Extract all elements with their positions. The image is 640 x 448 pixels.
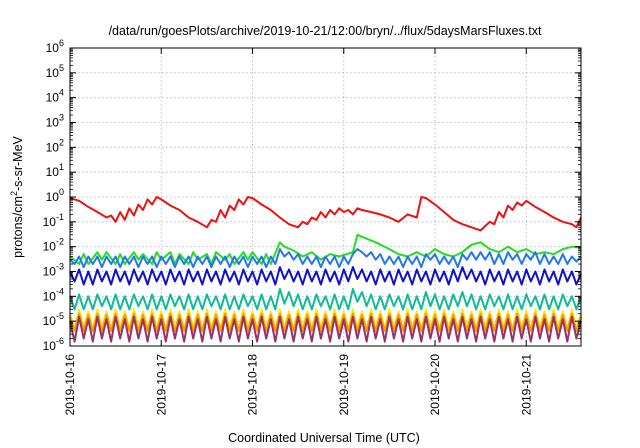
y-tick-label-exponent: 1 <box>59 162 64 172</box>
y-tick-label-base: 10 <box>43 339 57 353</box>
y-tick-label-exponent: 3 <box>59 113 64 123</box>
y-tick-label: 10-1 <box>43 212 64 229</box>
series-line-8 <box>69 315 582 343</box>
y-tick-label: 10-6 <box>43 336 64 353</box>
y-tick-label-base: 10 <box>46 116 60 130</box>
series-line-5 <box>69 287 582 311</box>
y-tick-label-base: 10 <box>46 66 60 80</box>
y-tick-label: 10-5 <box>43 311 64 328</box>
series-line-7 <box>69 312 582 332</box>
y-axis-label: protons/cm2-s-sr-MeV <box>9 135 25 257</box>
chart-title: /data/run/goesPlots/archive/2019-10-21/1… <box>109 24 542 38</box>
y-tick-label-exponent: 5 <box>59 63 64 73</box>
y-tick-label-exponent: 4 <box>59 88 64 98</box>
y-tick-label-base: 10 <box>43 289 57 303</box>
y-tick-label-base: 10 <box>46 91 60 105</box>
y-tick-label-base: 10 <box>46 140 60 154</box>
y-tick-label: 10-4 <box>43 286 64 303</box>
y-tick-label-exponent: -4 <box>56 286 64 296</box>
y-tick-label-base: 10 <box>43 265 57 279</box>
x-tick-label: 2019-10-21 <box>519 354 533 416</box>
y-tick-label-exponent: -1 <box>56 212 64 222</box>
y-tick-label: 104 <box>46 88 64 105</box>
x-tick-label: 2019-10-17 <box>154 354 168 416</box>
y-tick-label-exponent: 6 <box>59 38 64 48</box>
y-tick-label-exponent: -3 <box>56 262 64 272</box>
y-tick-label: 103 <box>46 113 64 130</box>
y-tick-label-exponent: -6 <box>56 336 64 346</box>
x-axis-label: Coordinated Universal Time (UTC) <box>228 431 420 445</box>
y-axis-label-superscript: 2 <box>9 191 19 196</box>
x-tick-label: 2019-10-18 <box>246 354 260 416</box>
y-tick-label: 101 <box>46 162 64 179</box>
series-lines <box>69 196 582 343</box>
y-tick-label: 105 <box>46 63 64 80</box>
y-tick-label: 106 <box>46 38 64 55</box>
grid <box>70 48 581 346</box>
series-line-4 <box>69 266 582 286</box>
y-tick-label-base: 10 <box>43 240 57 254</box>
x-tick-label: 2019-10-16 <box>63 354 77 416</box>
y-tick-label-exponent: 2 <box>59 137 64 147</box>
series-line-1 <box>69 196 582 232</box>
y-tick-label-exponent: 0 <box>59 187 64 197</box>
y-tick-label-base: 10 <box>43 314 57 328</box>
y-tick-label-exponent: -2 <box>56 237 64 247</box>
y-axis-label-part-1: protons/cm <box>11 196 25 258</box>
series-line-2 <box>69 233 582 265</box>
y-tick-label: 100 <box>46 187 64 204</box>
y-tick-label-base: 10 <box>46 41 60 55</box>
y-tick-label: 102 <box>46 137 64 154</box>
y-tick-label: 10-2 <box>43 237 64 254</box>
series-line-3 <box>69 248 582 269</box>
y-axis-label-part-2: -s-sr-MeV <box>11 135 25 191</box>
y-tick-label-base: 10 <box>46 165 60 179</box>
x-tick-label: 2019-10-20 <box>428 354 442 416</box>
x-tick-label: 2019-10-19 <box>337 354 351 416</box>
y-tick-label: 10-3 <box>43 262 64 279</box>
y-tick-label-exponent: -5 <box>56 311 64 321</box>
y-tick-label-base: 10 <box>43 215 57 229</box>
y-tick-label-base: 10 <box>46 190 60 204</box>
axis-ticks: 10-610-510-410-310-210-11001011021031041… <box>43 38 581 415</box>
